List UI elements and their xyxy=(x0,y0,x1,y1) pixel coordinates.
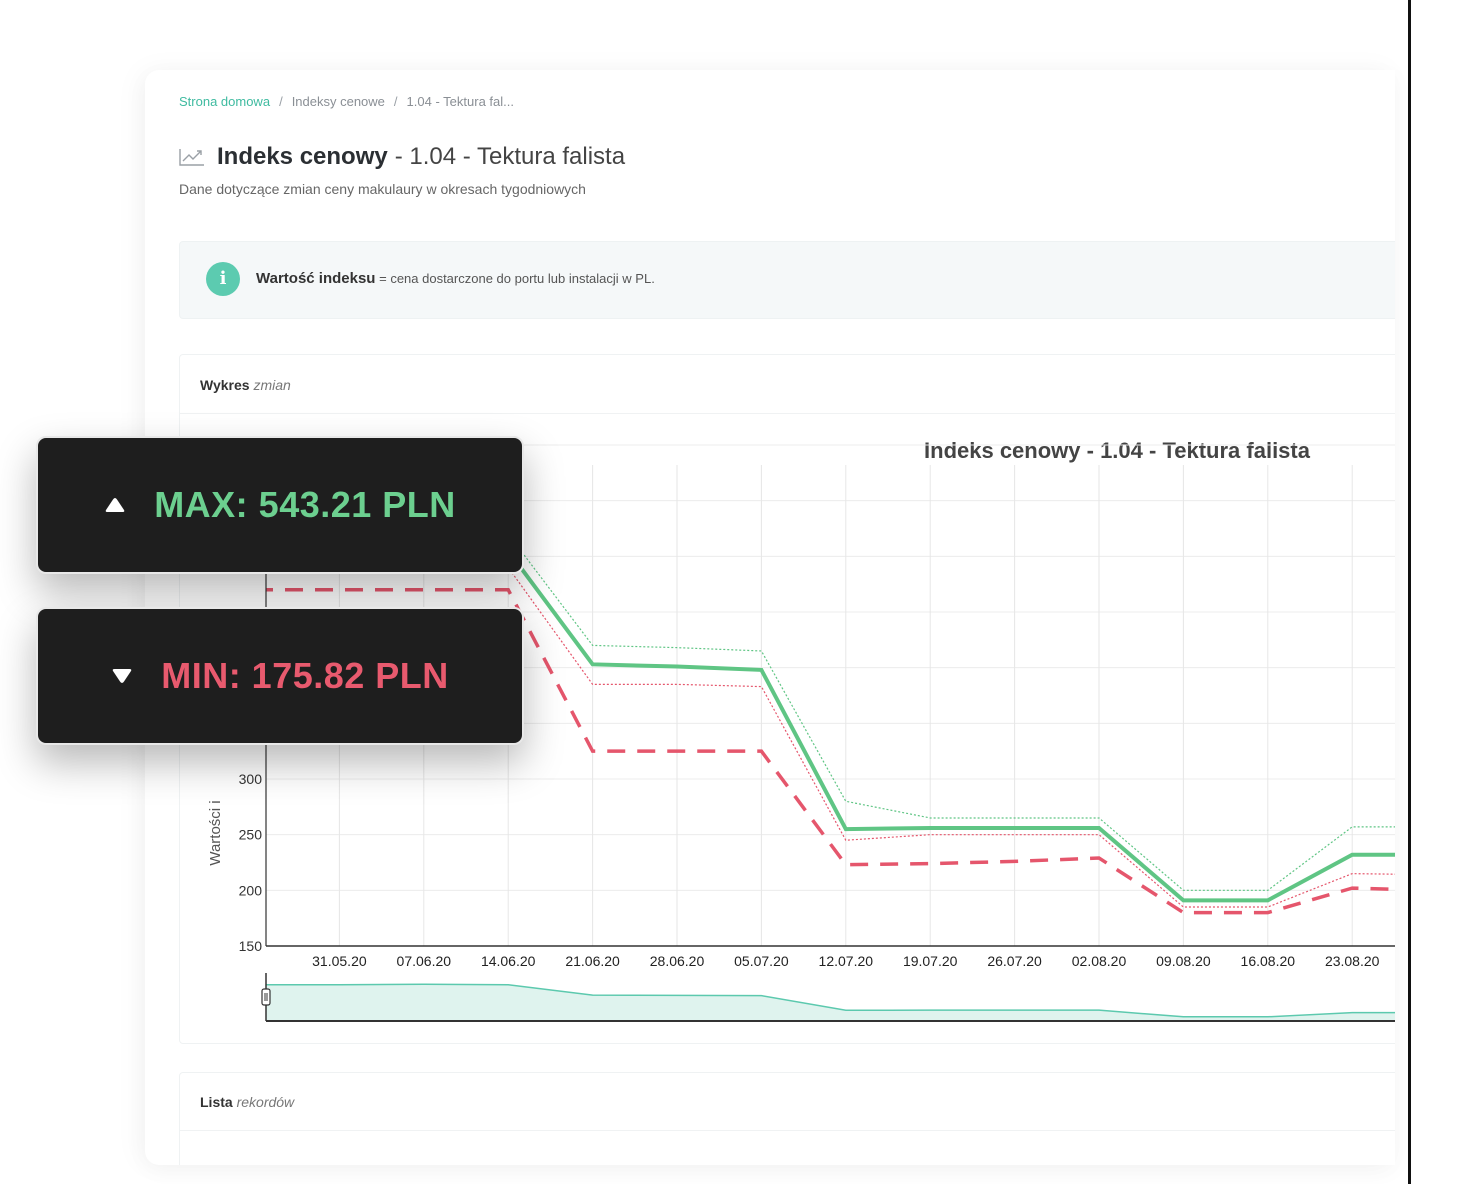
x-tick-label: 02.08.20 xyxy=(1072,953,1127,969)
min-value-label: MIN: 175.82 PLN xyxy=(161,655,449,696)
trend-chart-icon xyxy=(179,149,204,166)
info-strong: Wartość indeksu xyxy=(256,270,376,287)
info-icon: i xyxy=(206,262,240,296)
info-banner: i Wartość indeksu = cena dostarczone do … xyxy=(179,241,1395,319)
info-description: = cena dostarczone do portu lub instalac… xyxy=(379,271,655,286)
y-tick-label: 150 xyxy=(239,938,263,954)
x-tick-label: 28.06.20 xyxy=(650,953,705,969)
breadcrumb-home-link[interactable]: Strona domowa xyxy=(179,94,271,109)
page-title-bold: Indeks cenowy xyxy=(217,143,388,170)
navigator-line xyxy=(266,983,1395,1018)
navigator-handle-left[interactable] xyxy=(261,988,271,1006)
records-card-label: Lista rekordów xyxy=(200,1094,294,1110)
info-text: Wartość indeksu = cena dostarczone do po… xyxy=(256,270,655,287)
breadcrumb-separator: / xyxy=(393,94,398,109)
page-title-rest: - 1.04 - Tektura falista xyxy=(394,143,626,170)
triangle-up-icon xyxy=(105,498,125,512)
triangle-down-icon xyxy=(112,669,132,683)
x-tick-label: 12.07.20 xyxy=(819,953,874,969)
window-edge xyxy=(1408,0,1411,1184)
chart-card-label-bold: Wykres xyxy=(200,377,250,393)
breadcrumb-current: 1.04 - Tektura fal... xyxy=(406,94,514,109)
chart-title: Indeks cenowy - 1.04 - Tektura falista xyxy=(924,438,1311,463)
records-card-header: Lista rekordów xyxy=(180,1073,1395,1131)
x-tick-label: 31.05.20 xyxy=(312,953,367,969)
x-tick-label: 19.07.20 xyxy=(903,953,958,969)
y-tick-label: 200 xyxy=(239,882,263,898)
records-card-label-bold: Lista xyxy=(200,1094,233,1110)
x-tick-label: 23.08.20 xyxy=(1325,953,1380,969)
breadcrumb: Strona domowa / Indeksy cenowe / 1.04 - Tekt… xyxy=(179,94,514,109)
page-title: Indeks cenowy - 1.04 - Tektura falista xyxy=(179,143,625,171)
records-card: Lista rekordów xyxy=(179,1072,1395,1165)
chart-card-label: Wykres zmian xyxy=(200,377,291,393)
navigator-area xyxy=(266,984,1395,1021)
x-tick-label: 16.08.20 xyxy=(1241,953,1296,969)
max-value-badge: MAX: 543.21 PLN xyxy=(36,436,524,574)
breadcrumb-separator: / xyxy=(279,94,283,109)
page-subtitle: Dane dotyczące zmian ceny makulaury w ok… xyxy=(179,181,586,197)
chart-card-header: Wykres zmian xyxy=(180,355,1395,414)
y-tick-label: 300 xyxy=(239,771,263,787)
series-line-dashed xyxy=(266,587,1395,915)
y-tick-label: 250 xyxy=(239,827,263,843)
chart-card-label-italic: zmian xyxy=(253,377,291,393)
records-card-label-italic: rekordów xyxy=(236,1094,295,1110)
y-axis-label: Wartości i xyxy=(207,800,224,865)
min-value-badge: MIN: 175.82 PLN xyxy=(36,607,524,745)
x-tick-label: 05.07.20 xyxy=(734,953,789,969)
x-tick-label: 26.07.20 xyxy=(987,953,1042,969)
x-tick-label: 07.06.20 xyxy=(397,953,452,969)
x-tick-label: 21.06.20 xyxy=(565,953,620,969)
x-tick-label: 09.08.20 xyxy=(1156,953,1211,969)
x-tick-label: 14.06.20 xyxy=(481,953,536,969)
max-value-label: MAX: 543.21 PLN xyxy=(154,484,456,525)
breadcrumb-section-link[interactable]: Indeksy cenowe xyxy=(291,94,385,109)
